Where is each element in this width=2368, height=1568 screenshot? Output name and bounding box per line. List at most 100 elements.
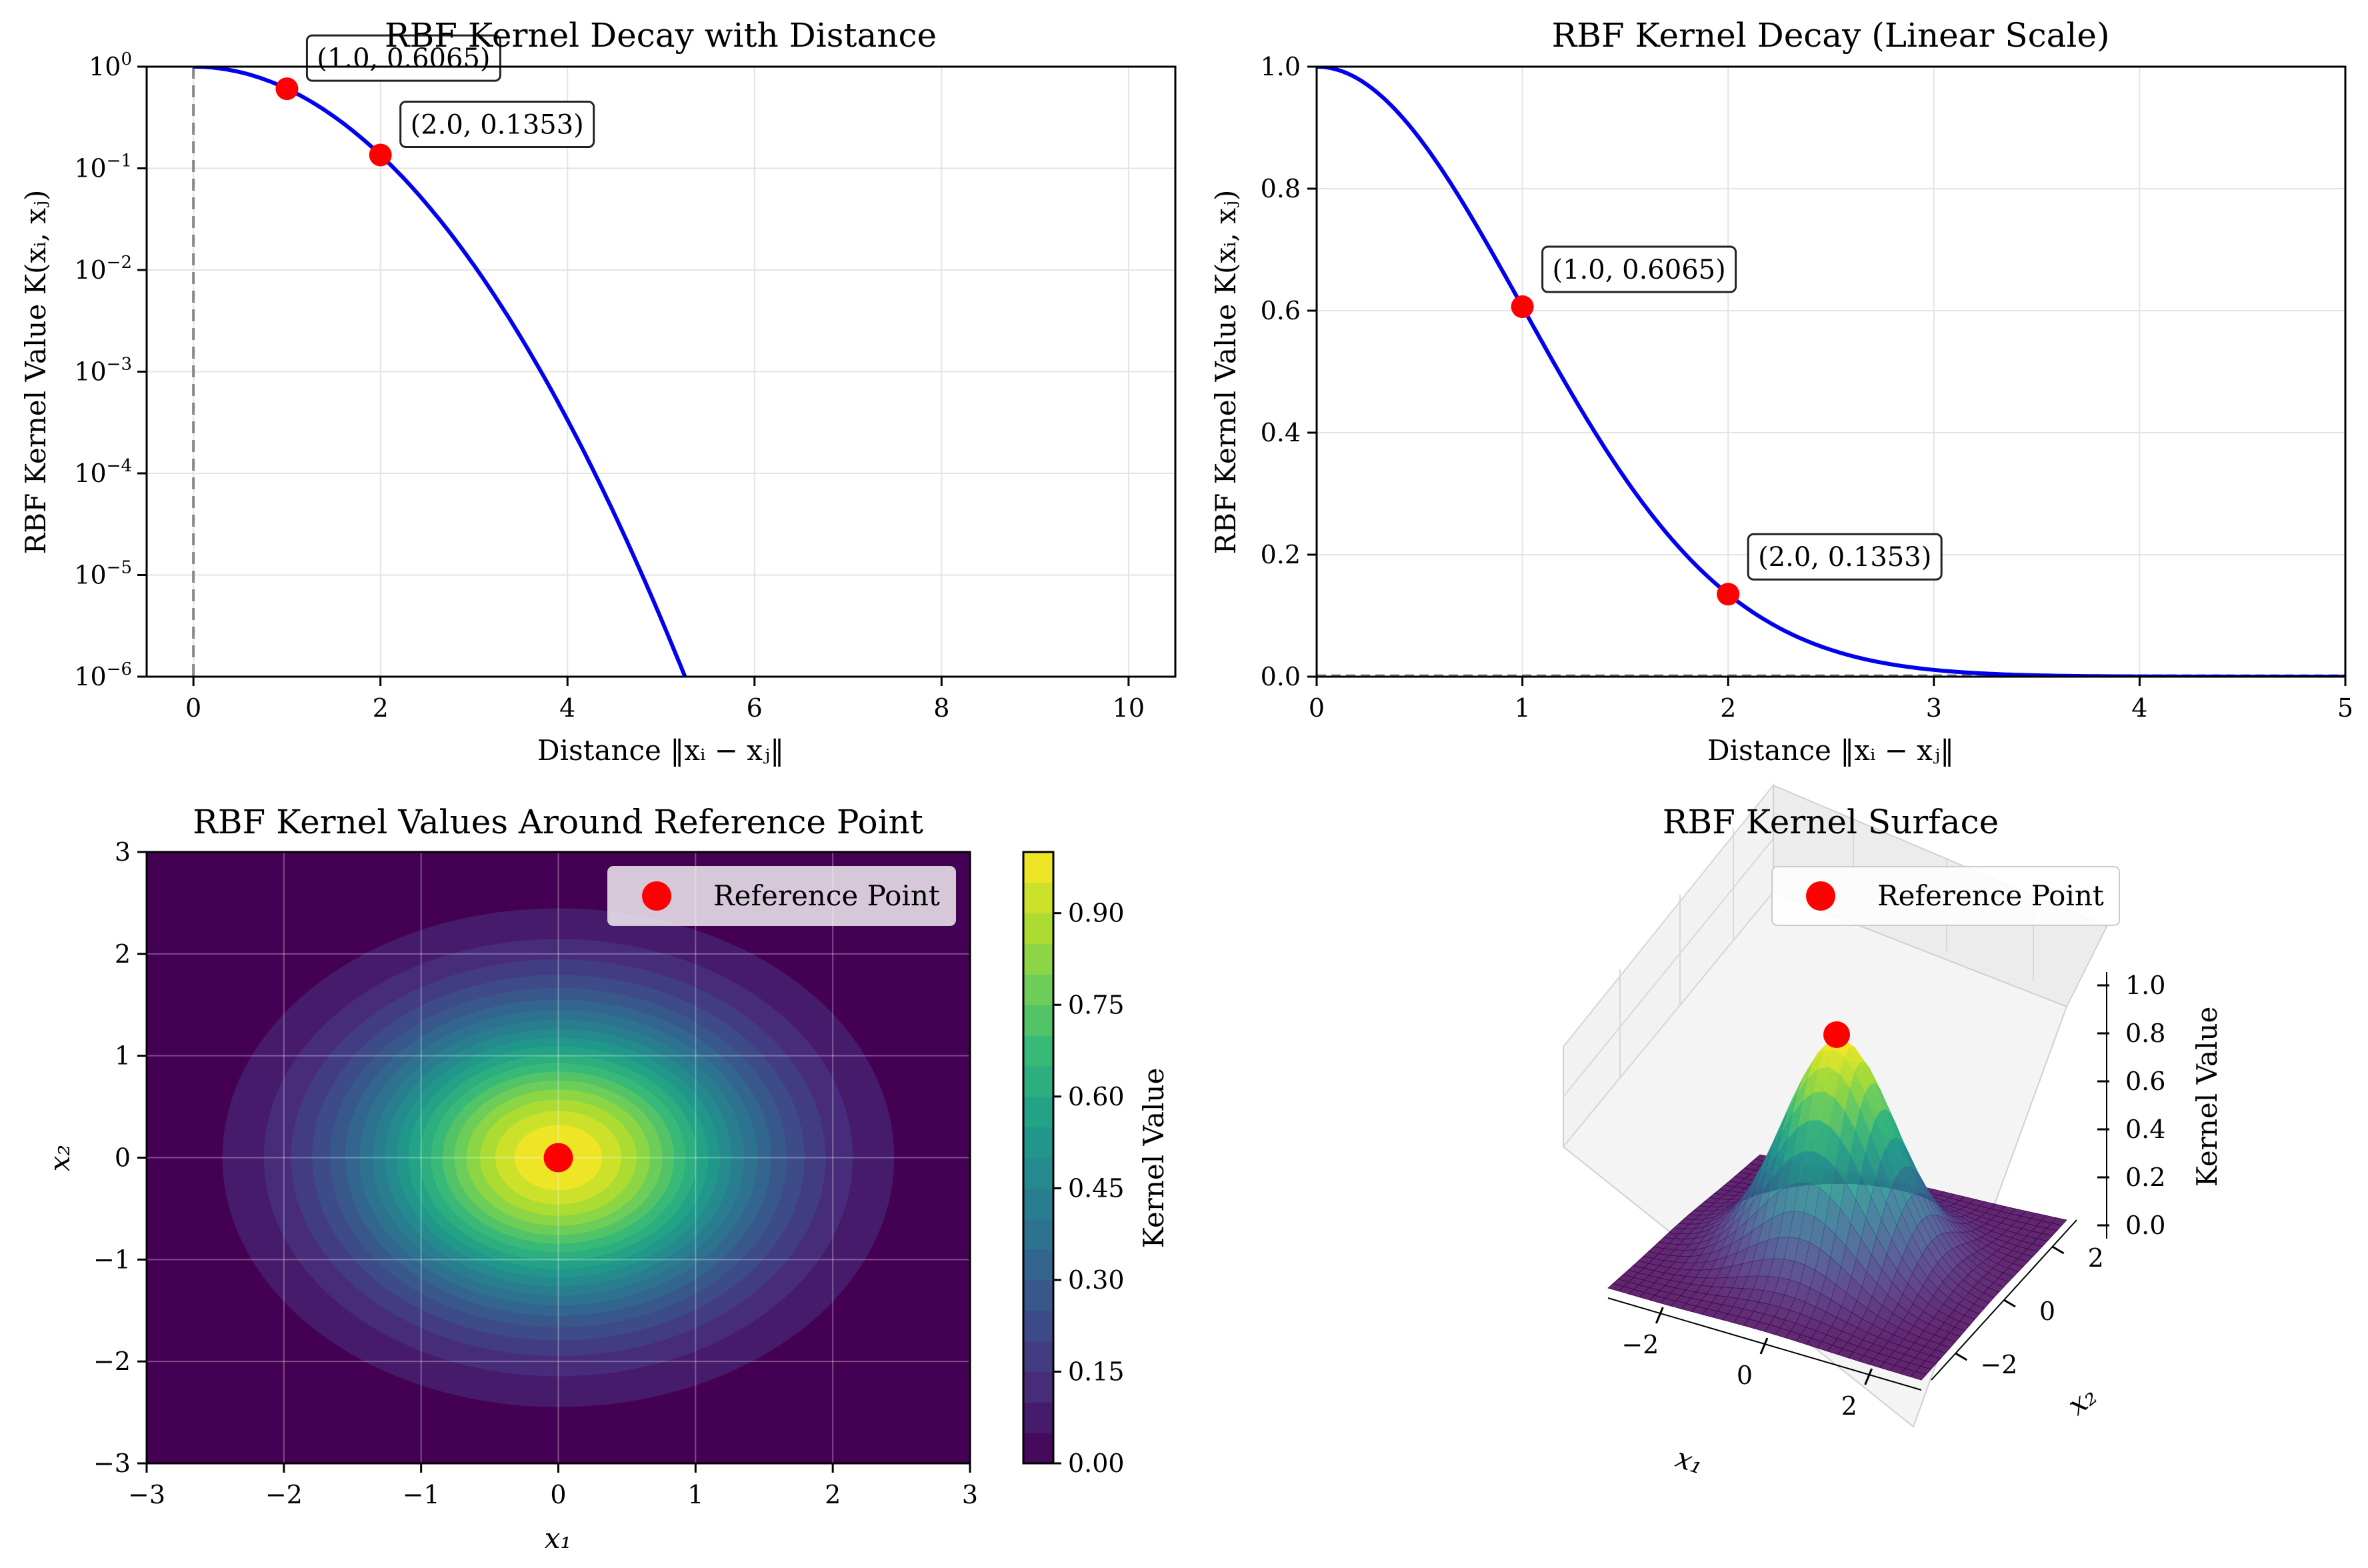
- p2-xtick-label: 3: [1926, 693, 1942, 723]
- p3-colorbar-label: Kernel Value: [1137, 1068, 1170, 1249]
- p4-ytick-label: 2: [2088, 1243, 2104, 1273]
- p2-xtick-label: 2: [1720, 693, 1736, 723]
- p4-ytick-mark: [2003, 1299, 2016, 1308]
- p1-ytick-label: 10−6: [74, 659, 132, 691]
- p3-colorbar-tick-label: 0.90: [1068, 899, 1125, 928]
- p4-reference-point: [1823, 1021, 1850, 1048]
- p4-zlabel: Kernel Value: [2191, 1007, 2223, 1187]
- p4-xtick-mark: [1655, 1307, 1664, 1324]
- p1-ytick-label: 10−1: [74, 151, 132, 183]
- p1-ytick-label: 10−3: [74, 355, 132, 387]
- p2-annotation-label: (2.0, 0.1353): [1758, 542, 1931, 573]
- p1-xtick-label: 2: [373, 693, 389, 723]
- p3-colorbar-band: [1023, 1219, 1053, 1250]
- p3-colorbar-frame: [1022, 851, 1055, 1465]
- p3-colorbar-band: [1023, 1188, 1053, 1219]
- p3-colorbar-tick-label: 0.60: [1068, 1082, 1125, 1111]
- p4-legend: Reference Point: [1771, 866, 2120, 926]
- p2-yticks: 0.0 0.2 0.4 0.6 0.8 1.0: [1261, 52, 1317, 691]
- p3-colorbar-band: [1023, 1402, 1053, 1433]
- p3-reference-point: [543, 1143, 573, 1173]
- p2-frame: [1315, 65, 2347, 678]
- p1-ytick-exponent: 0: [121, 49, 132, 69]
- p2-title: RBF Kernel Decay (Linear Scale): [1551, 16, 2109, 55]
- p3-colorbar-band: [1023, 1005, 1053, 1036]
- p2-ytick-label: 1.0: [1261, 52, 1301, 81]
- p4-legend-box: [1771, 866, 2120, 926]
- p4-xtick-label: 0: [1737, 1361, 1753, 1390]
- p1-annotation-box: [305, 34, 501, 82]
- p3-grid: [147, 852, 970, 1463]
- p4-xlabel: x₁: [1672, 1441, 1708, 1481]
- p1-xtick-label: 4: [559, 693, 575, 723]
- p3-legend: Reference Point: [607, 866, 956, 926]
- p3-colorbar-tick-label: 0.00: [1068, 1449, 1125, 1478]
- p3-legend-label: Reference Point: [713, 879, 940, 912]
- p3-colorbar-band: [1023, 1249, 1053, 1281]
- p4-ztick-label: 0.8: [2125, 1019, 2165, 1048]
- p3-colorbar-band: [1023, 974, 1053, 1005]
- p3-colorbar-band: [1023, 1096, 1053, 1128]
- p3-colorbar-band: [1023, 1035, 1053, 1067]
- p3-colorbar-band: [1023, 882, 1053, 914]
- p1-grid: [147, 66, 1175, 677]
- p2-annotation-box: [1747, 533, 1943, 581]
- p2-points: (1.0, 0.6065) (2.0, 0.1353): [1511, 245, 1943, 606]
- p3-title: RBF Kernel Values Around Reference Point: [193, 803, 923, 841]
- p3-colorbar-band: [1023, 1127, 1053, 1158]
- p4-surface: [1607, 1039, 2067, 1381]
- p1-annotation-label: (2.0, 0.1353): [411, 109, 584, 140]
- p3-colorbar-ticks: 0.00 0.15 0.30 0.45 0.60 0.75 0.90: [1053, 899, 1125, 1478]
- p3-colorbar-band: [1023, 913, 1053, 945]
- p4-ztick-label: 0.2: [2125, 1163, 2165, 1192]
- p1-curve: [193, 67, 687, 677]
- p3-legend-marker: [642, 881, 671, 911]
- p1-xtick-label: 0: [185, 693, 201, 723]
- p1-yticks: 100 10−1 10−2 10−3 10−4 10−5 10−6: [74, 49, 147, 691]
- p1-ytick-exponent: −6: [107, 659, 132, 679]
- p2-curve: [1317, 67, 2345, 677]
- p4-pane-grid-line: [1563, 891, 1774, 1147]
- p4-ytick-label: 0: [2039, 1297, 2055, 1326]
- p4-pane-grid: [1563, 785, 2034, 1147]
- p4-xtick-label: −2: [1621, 1330, 1659, 1359]
- p1-ylabel: RBF Kernel Value K(xᵢ, xⱼ): [19, 190, 52, 555]
- p3-colorbar-tick-label: 0.45: [1068, 1173, 1125, 1203]
- p1-ytick-label: 10−2: [74, 253, 132, 285]
- p3-xtick-label: −3: [128, 1480, 165, 1509]
- p4-pane-grid-line: [1563, 785, 1774, 1047]
- p3-xtick-label: −2: [265, 1480, 303, 1509]
- p1-ytick-exponent: −4: [107, 456, 132, 476]
- p3-colorbar-band: [1023, 1279, 1053, 1311]
- p4-ztick-label: 1.0: [2125, 971, 2165, 1000]
- p2-point: [1511, 295, 1534, 319]
- p1-annotation-box: [399, 100, 595, 148]
- p4-pane-grid-line: [1563, 838, 1774, 1097]
- p1-annotation-label: (1.0, 0.6065): [317, 43, 490, 74]
- p4-ytick-mark: [1955, 1352, 1968, 1361]
- p1-xlabel: Distance ‖xᵢ − xⱼ‖: [537, 734, 784, 767]
- chart-contour: −3 −2 −1 0 1 2 3 −3 −2 −1 0 1 2 3 Reference Point RB…: [43, 803, 1170, 1555]
- p3-colorbar-band: [1023, 1341, 1053, 1372]
- p1-ytick-exponent: −5: [107, 558, 132, 578]
- p3-colorbar-band: [1023, 1157, 1053, 1189]
- p3-yticks: −3 −2 −1 0 1 2 3: [93, 837, 147, 1478]
- p2-grid: [1316, 66, 2346, 677]
- chart-linear-decay: (1.0, 0.6065) (2.0, 0.1353) 0 1 2 3 4 5 0.0 0.2…: [1209, 16, 2353, 767]
- p1-point: [369, 143, 392, 167]
- p3-ytick-label: −2: [93, 1347, 131, 1376]
- p3-colorbar: [1023, 852, 1053, 1464]
- chart-surface: −2 0 2 −2 0 2 0.0 0.2 0.4 0.6 0.8 1.0 RBF Kernel Su…: [1562, 783, 2223, 1481]
- p2-annotation-box: [1541, 245, 1737, 293]
- p2-xtick-label: 1: [1515, 693, 1531, 723]
- p2-ytick-label: 0.2: [1261, 540, 1301, 569]
- p3-xtick-label: 2: [825, 1480, 841, 1509]
- p2-xticks: 0 1 2 3 4 5: [1309, 677, 2353, 723]
- p3-ytick-label: 1: [115, 1041, 131, 1071]
- p3-ytick-label: 0: [115, 1143, 131, 1173]
- p4-ztick-label: 0.0: [2125, 1211, 2165, 1240]
- p3-colorbar-band: [1023, 1065, 1053, 1097]
- p3-ytick-label: −1: [93, 1245, 131, 1274]
- p1-ytick-exponent: −2: [107, 253, 132, 273]
